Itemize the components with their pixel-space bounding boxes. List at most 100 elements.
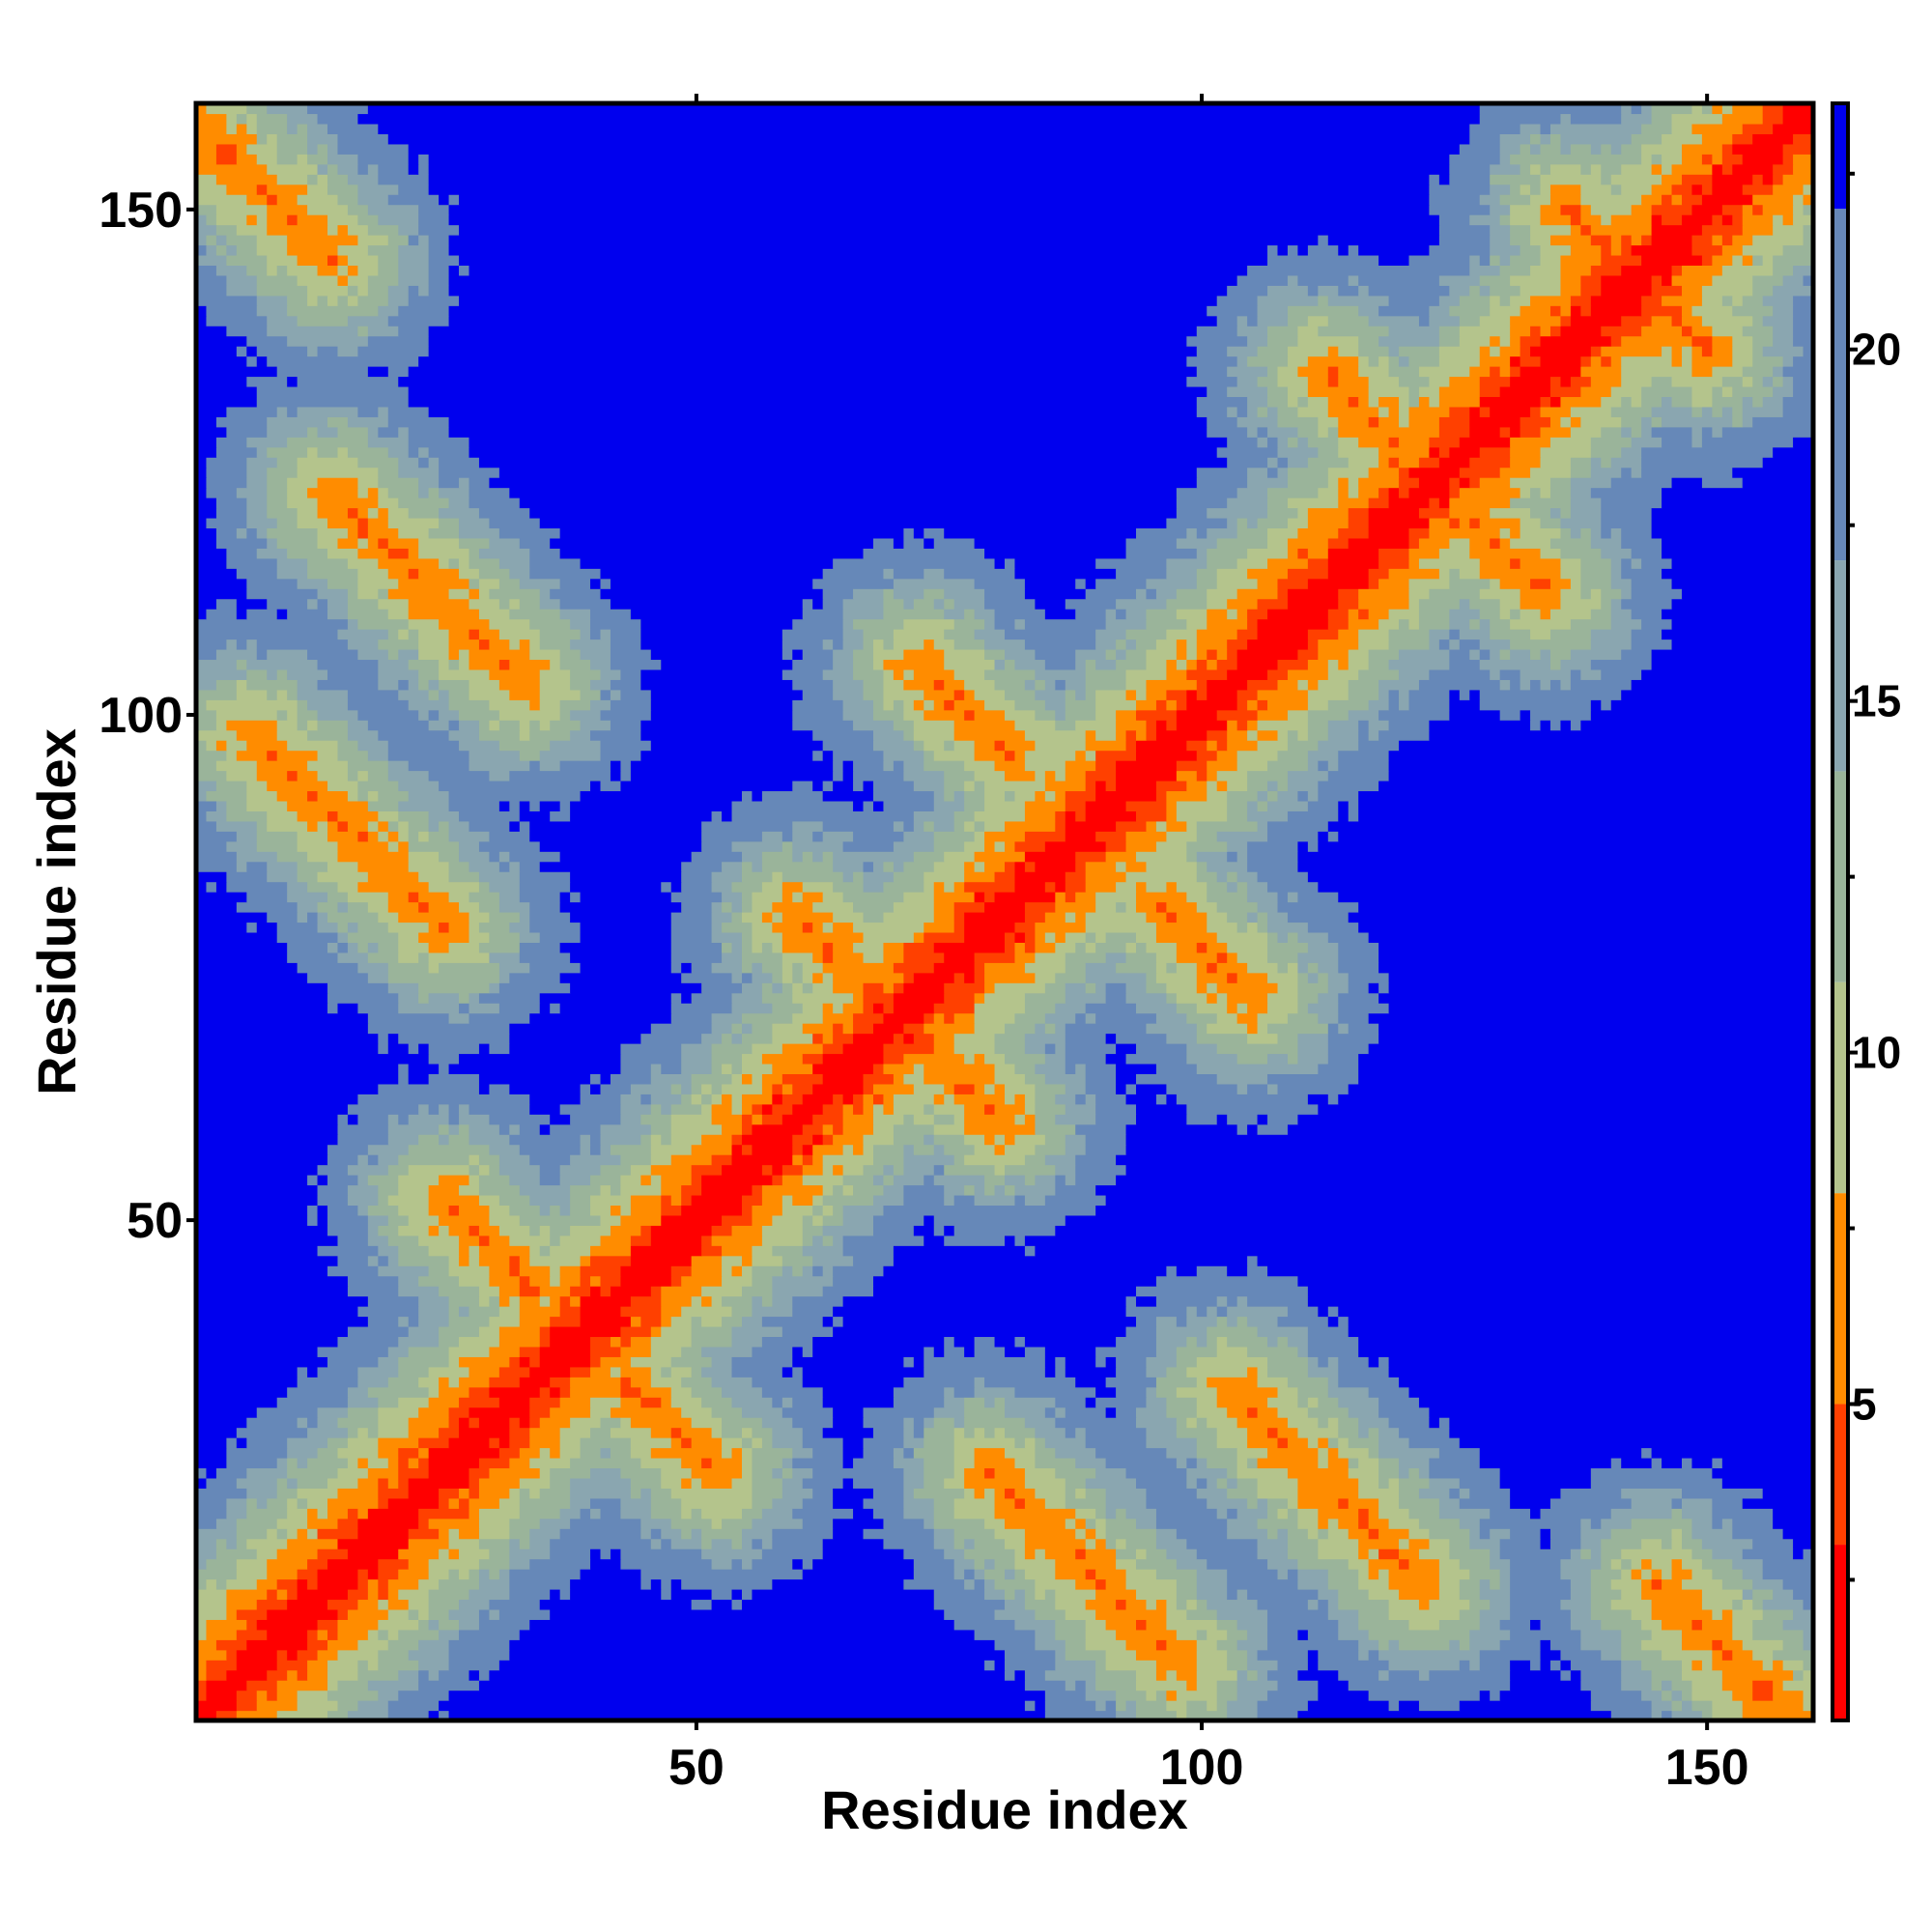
heatmap-cell <box>297 578 328 589</box>
heatmap-cell <box>661 1286 702 1297</box>
heatmap-cell <box>1651 1669 1683 1681</box>
heatmap-cell <box>1510 609 1521 620</box>
heatmap-cell <box>812 1114 844 1125</box>
heatmap-cell <box>1358 598 1410 610</box>
heatmap-cell <box>439 1386 470 1398</box>
heatmap-cell <box>529 1255 582 1266</box>
heatmap-cell <box>1408 537 1420 549</box>
heatmap-cell <box>1358 1488 1400 1499</box>
heatmap-cell <box>1469 457 1511 469</box>
heatmap-cell <box>822 1397 895 1408</box>
heatmap-cell <box>1490 1508 1531 1520</box>
heatmap-cell <box>1287 810 1339 822</box>
heatmap-cell <box>701 831 763 842</box>
heatmap-cell <box>802 1518 834 1529</box>
heatmap-cell <box>953 881 965 893</box>
heatmap-cell <box>1125 548 1198 559</box>
heatmap-cell <box>1762 1660 1774 1671</box>
heatmap-cell <box>802 1235 813 1246</box>
heatmap-cell <box>428 820 440 832</box>
heatmap-cell <box>1449 639 1461 650</box>
heatmap-cell <box>347 1194 379 1207</box>
heatmap-cell <box>853 760 885 772</box>
heatmap-cell <box>1621 527 1653 539</box>
heatmap-cell <box>1125 1053 1187 1065</box>
heatmap-cell <box>1166 557 1208 569</box>
heatmap-cell <box>1358 1538 1400 1549</box>
heatmap-cell <box>722 1033 733 1044</box>
heatmap-cell <box>1662 629 1814 640</box>
heatmap-cell <box>469 1164 480 1176</box>
heatmap-cell <box>640 729 813 741</box>
heatmap-cell <box>1075 609 1107 620</box>
heatmap-cell <box>1590 457 1602 469</box>
heatmap-cell <box>1247 851 1299 863</box>
heatmap-cell <box>1236 1457 1248 1469</box>
heatmap-cell <box>1338 1669 1379 1681</box>
heatmap-cell <box>670 1356 713 1368</box>
heatmap-cell <box>1227 780 1248 792</box>
heatmap-cell <box>863 1103 874 1115</box>
heatmap-cell <box>439 517 460 529</box>
heatmap-cell <box>761 1114 783 1125</box>
heatmap-cell <box>408 1417 450 1429</box>
heatmap-cell <box>1338 497 1370 509</box>
heatmap-cell <box>1055 1467 1096 1479</box>
heatmap-cell <box>650 1154 672 1166</box>
heatmap-cell <box>276 1457 288 1469</box>
heatmap-cell <box>1267 800 1309 811</box>
heatmap-cell <box>1196 1488 1228 1499</box>
heatmap-cell <box>781 639 824 650</box>
heatmap-cell <box>448 861 470 872</box>
heatmap-cell <box>1085 972 1148 983</box>
heatmap-cell <box>1176 1094 1309 1105</box>
heatmap-cell <box>1024 831 1066 842</box>
heatmap-cell <box>944 699 955 711</box>
heatmap-cell <box>1024 851 1076 863</box>
heatmap-cell <box>418 1680 480 1691</box>
heatmap-cell <box>1005 1669 1016 1681</box>
heatmap-cell <box>1236 487 1268 498</box>
heatmap-cell <box>630 1417 693 1429</box>
heatmap-cell <box>580 1316 632 1327</box>
heatmap-cell <box>722 1427 743 1438</box>
heatmap-cell <box>327 1437 349 1449</box>
heatmap-cell <box>1207 780 1218 792</box>
heatmap-cell <box>1307 1366 1339 1378</box>
heatmap-cell <box>387 1194 430 1207</box>
heatmap-cell <box>833 1417 865 1429</box>
heatmap-cell <box>610 1225 641 1236</box>
heatmap-cell <box>933 881 945 893</box>
heatmap-cell <box>1236 557 1268 569</box>
heatmap-cell <box>1449 618 1470 630</box>
heatmap-cell <box>752 1205 783 1216</box>
heatmap-cell <box>590 1356 602 1368</box>
heatmap-cell <box>1701 1710 1713 1721</box>
heatmap-cell <box>1155 1690 1167 1701</box>
heatmap-cell <box>469 760 530 772</box>
heatmap-cell <box>337 1700 359 1712</box>
heatmap-cell <box>1742 1700 1804 1712</box>
heatmap-cell <box>1146 1023 1198 1035</box>
heatmap-cell <box>489 1265 510 1277</box>
heatmap-cell <box>196 871 227 883</box>
heatmap-cell <box>752 901 773 913</box>
heatmap-cell <box>863 982 885 994</box>
heatmap-cell <box>1459 1660 1470 1671</box>
heatmap-cell <box>1318 1680 1350 1691</box>
heatmap-cell <box>196 892 247 903</box>
heatmap-cell <box>448 1569 460 1580</box>
heatmap-cell <box>378 1599 389 1610</box>
heatmap-cell <box>670 1134 702 1146</box>
heatmap-cell <box>196 1346 319 1357</box>
heatmap-cell <box>792 1144 804 1155</box>
heatmap-cell <box>1358 1569 1370 1580</box>
heatmap-cell <box>984 800 1026 811</box>
heatmap-cell <box>267 820 308 832</box>
heatmap-cell <box>215 648 258 661</box>
heatmap-cell <box>903 729 915 741</box>
heatmap-cell <box>1277 729 1289 741</box>
heatmap-cell <box>367 1175 399 1186</box>
heatmap-cell <box>378 820 389 832</box>
heatmap-cell <box>1105 1497 1148 1509</box>
